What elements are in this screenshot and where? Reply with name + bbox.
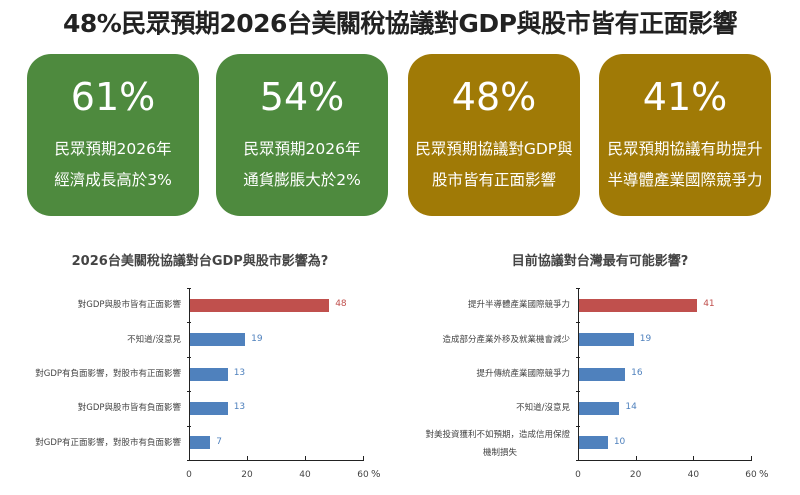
x-tick-label: 0 (575, 470, 581, 480)
stat-description: 民眾預期2026年 通貨膨脹大於2% (243, 140, 361, 189)
stat-card: 41% 民眾預期協議有助提升 半導體產業國際競爭力 (599, 54, 771, 216)
bar (190, 401, 228, 415)
x-tick-label: 60 (357, 470, 369, 480)
stat-percentage: 48% (451, 75, 537, 119)
category-label: 不知道/沒意見 (516, 403, 570, 414)
y-tick (187, 288, 191, 289)
stat-card: 54% 民眾預期2026年 通貨膨脹大於2% (216, 54, 388, 216)
x-axis-unit: % (759, 469, 769, 480)
bar-value-label: 41 (703, 299, 715, 310)
y-tick (187, 356, 191, 358)
y-axis (189, 288, 190, 460)
stat-card: 48% 民眾預期協議對GDP與 股市皆有正面影響 (408, 54, 580, 216)
x-axis (578, 460, 751, 461)
x-axis (189, 460, 363, 461)
chart-title: 目前協議對台灣最有可能影響? (511, 254, 689, 269)
bar-value-label: 19 (251, 333, 263, 344)
category-label: 對GDP與股市皆有正面影響 (77, 300, 181, 311)
x-tick (189, 456, 190, 461)
x-tick (363, 456, 364, 461)
x-tick-label: 40 (299, 470, 311, 480)
bar (579, 333, 634, 347)
bar-value-label: 19 (639, 333, 652, 344)
bar (190, 298, 330, 312)
y-tick (576, 425, 580, 427)
stat-description: 民眾預期2026年 經濟成長高於3% (54, 140, 172, 189)
bar-value-label: 7 (216, 436, 223, 447)
stat-description: 民眾預期協議有助提升 半導體產業國際競爭力 (607, 140, 763, 189)
x-tick (247, 456, 248, 461)
x-tick (635, 456, 637, 461)
category-label: 提升傳統產業國際競爭力 (476, 369, 570, 379)
y-tick (187, 391, 191, 393)
x-tick (693, 456, 695, 461)
x-tick-label: 20 (629, 470, 642, 480)
category-label: 對美投資獲利不如預期，造成信用保證 機制損失 (425, 429, 570, 458)
x-tick-label: 40 (687, 470, 700, 480)
bar-value-label: 13 (233, 368, 246, 378)
bar-value-label: 16 (631, 368, 643, 378)
category-label: 對GDP有負面影響，對股市有正面影響 (35, 369, 181, 379)
chart-title: 2026台美關稅協議對台GDP與股市影響為? (71, 254, 329, 269)
bar (579, 436, 608, 450)
gdp-stock-impact-chart: 2026台美關稅協議對台GDP與股市影響為? 0 20 40 60% 48 對GDP與股市皆… (0, 250, 400, 495)
stat-percentage: 41% (642, 75, 728, 119)
category-label: 造成部分產業外移及就業機會減少 (442, 334, 570, 345)
y-tick (576, 391, 580, 393)
stat-percentage: 54% (259, 75, 345, 119)
x-tick-label: 20 (241, 470, 253, 480)
taiwan-impact-chart: 目前協議對台灣最有可能影響? 0 20 40 60% 41 提升半導體產業國際競爭力 19 造成… (400, 250, 800, 495)
bar-value-label: 48 (335, 299, 347, 310)
stat-description: 民眾預期協議對GDP與 股市皆有正面影響 (415, 140, 573, 189)
bar (190, 333, 246, 347)
category-label: 對GDP有正面影響，對股市有負面影響 (35, 437, 181, 448)
bar (579, 298, 698, 312)
bar-value-label: 14 (625, 402, 637, 413)
category-label: 提升半導體產業國際競爭力 (467, 300, 570, 311)
y-tick (576, 288, 580, 289)
y-tick (187, 322, 191, 324)
bar-value-label: 10 (613, 436, 626, 447)
x-tick-label: 60 (745, 470, 757, 480)
bar (190, 436, 211, 450)
stat-card: 61% 民眾預期2026年 經濟成長高於3% (27, 54, 199, 216)
x-tick (578, 456, 579, 461)
y-tick (576, 322, 580, 324)
y-axis (578, 288, 579, 460)
category-label: 不知道/沒意見 (127, 334, 181, 345)
stat-percentage: 61% (70, 75, 156, 119)
x-tick-label: 0 (186, 470, 192, 480)
page-title: 48%民眾預期2026台美關稅協議對GDP與股市皆有正面影響 (62, 9, 738, 38)
bar (190, 367, 228, 381)
x-tick (305, 456, 306, 461)
bar-value-label: 13 (233, 402, 246, 413)
category-label: 對GDP與股市皆有負面影響 (77, 403, 181, 414)
x-tick (751, 456, 752, 461)
bar (579, 367, 626, 381)
y-tick (187, 425, 191, 427)
x-axis-unit: % (371, 469, 381, 480)
bar (579, 401, 620, 415)
y-tick (576, 356, 580, 358)
